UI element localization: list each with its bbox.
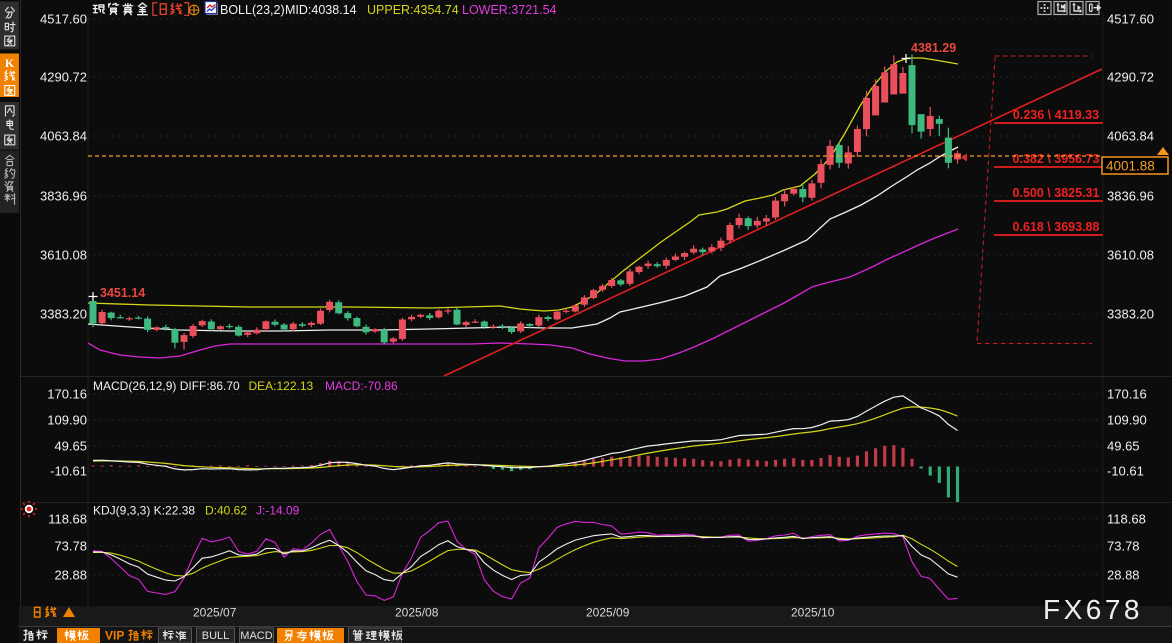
- svg-text:-10.61: -10.61: [50, 464, 87, 479]
- svg-text:MACD(26,12,9) DIFF:86.70: MACD(26,12,9) DIFF:86.70: [93, 379, 240, 393]
- svg-text:UPPER:4354.74: UPPER:4354.74: [367, 3, 459, 17]
- svg-text:4381.29: 4381.29: [911, 41, 956, 55]
- svg-text:K: K: [5, 56, 15, 70]
- svg-text:4063.84: 4063.84: [1107, 129, 1154, 144]
- svg-text:28.88: 28.88: [1107, 568, 1140, 583]
- svg-text:170.16: 170.16: [47, 387, 87, 402]
- svg-text:D:40.62: D:40.62: [205, 504, 247, 518]
- svg-text:3383.20: 3383.20: [1107, 307, 1154, 322]
- svg-text:3836.96: 3836.96: [40, 189, 87, 204]
- svg-text:4517.60: 4517.60: [1107, 12, 1154, 27]
- svg-text:3451.14: 3451.14: [100, 286, 145, 300]
- svg-text:3610.08: 3610.08: [40, 248, 87, 263]
- svg-text:73.78: 73.78: [1107, 539, 1140, 554]
- svg-text:3383.20: 3383.20: [40, 307, 87, 322]
- svg-text:2025/08: 2025/08: [395, 606, 439, 620]
- svg-text:73.78: 73.78: [54, 539, 87, 554]
- svg-text:170.16: 170.16: [1107, 387, 1147, 402]
- svg-text:MACD:-70.86: MACD:-70.86: [325, 379, 398, 393]
- svg-text:MID:4038.14: MID:4038.14: [285, 3, 357, 17]
- svg-text:DEA:122.13: DEA:122.13: [249, 379, 314, 393]
- svg-text:BULL: BULL: [202, 630, 230, 642]
- svg-text:4063.84: 4063.84: [40, 129, 87, 144]
- svg-text:BOLL(23,2): BOLL(23,2): [220, 3, 285, 17]
- svg-text:0.500 \ 3825.31: 0.500 \ 3825.31: [1013, 186, 1100, 200]
- svg-text:VIP: VIP: [105, 629, 124, 643]
- svg-text:4001.88: 4001.88: [1106, 159, 1155, 174]
- svg-text:KDJ(9,3,3) K:22.38: KDJ(9,3,3) K:22.38: [93, 504, 195, 518]
- svg-text:49.65: 49.65: [54, 439, 87, 454]
- svg-text:3610.08: 3610.08: [1107, 248, 1154, 263]
- svg-text:0.618 \ 3693.88: 0.618 \ 3693.88: [1013, 220, 1100, 234]
- svg-text:J:-14.09: J:-14.09: [256, 504, 300, 518]
- svg-text:0.236 \ 4119.33: 0.236 \ 4119.33: [1013, 108, 1099, 122]
- svg-text:4290.72: 4290.72: [1107, 70, 1154, 85]
- svg-text:3836.96: 3836.96: [1107, 189, 1154, 204]
- svg-text:2025/10: 2025/10: [791, 606, 835, 620]
- svg-text:109.90: 109.90: [1107, 413, 1147, 428]
- svg-text:118.68: 118.68: [48, 512, 87, 527]
- svg-text:109.90: 109.90: [47, 413, 87, 428]
- svg-text:MACD: MACD: [240, 630, 272, 642]
- svg-text:2025/09: 2025/09: [586, 606, 630, 620]
- svg-text:-10.61: -10.61: [1107, 464, 1144, 479]
- svg-text:49.65: 49.65: [1107, 439, 1140, 454]
- svg-text:4517.60: 4517.60: [40, 12, 87, 27]
- svg-text:FX678: FX678: [1043, 594, 1143, 625]
- svg-text:2025/07: 2025/07: [193, 606, 237, 620]
- svg-text:28.88: 28.88: [54, 568, 87, 583]
- svg-text:4290.72: 4290.72: [40, 70, 87, 85]
- svg-text:118.68: 118.68: [1107, 512, 1146, 527]
- svg-text:LOWER:3721.54: LOWER:3721.54: [462, 3, 557, 17]
- svg-text:0.382 \ 3956.73: 0.382 \ 3956.73: [1013, 152, 1100, 166]
